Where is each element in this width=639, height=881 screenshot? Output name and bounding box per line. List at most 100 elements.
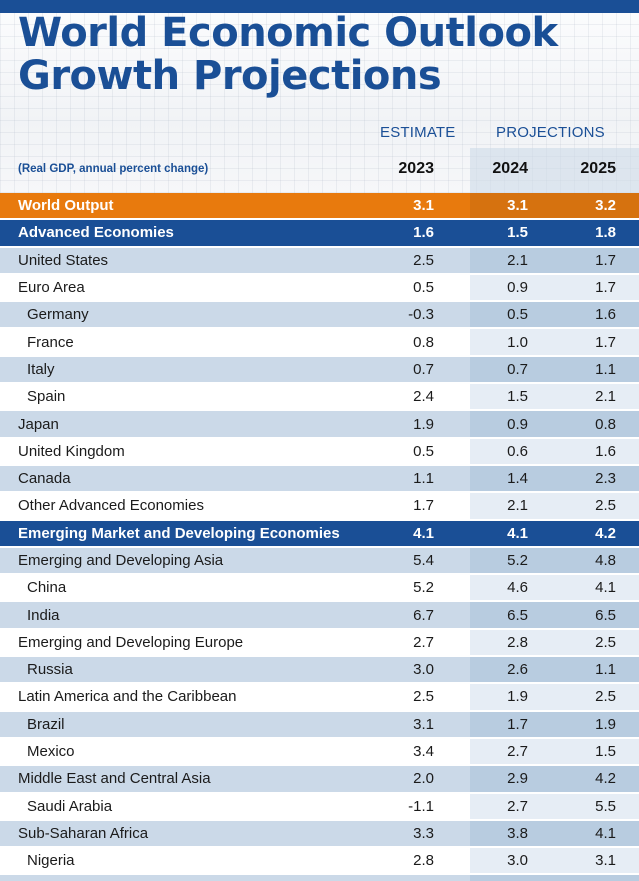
year-header-2023: 2023 <box>398 160 434 177</box>
row-label: Japan <box>18 415 59 433</box>
row-label: Canada <box>18 470 71 488</box>
value-2025: 4.2 <box>595 524 616 542</box>
projection-cell-shade <box>470 193 639 219</box>
value-2025: 4.1 <box>595 824 616 842</box>
row-label: Emerging Market and Developing Economies <box>18 524 340 542</box>
table-row: Sub-Saharan Africa 3.3 3.8 4.1 <box>0 820 639 847</box>
row-label: World Output <box>18 197 114 215</box>
row-label: Nigeria <box>27 852 75 870</box>
value-2024: 3.1 <box>507 197 528 215</box>
value-2025: 1.7 <box>595 251 616 269</box>
table-row: Russia 3.0 2.6 1.1 <box>0 657 639 683</box>
row-label: Other Advanced Economies <box>18 497 204 515</box>
value-2023: 2.5 <box>413 251 434 269</box>
value-2025: 2.5 <box>595 633 616 651</box>
projection-cell-shade <box>470 274 639 301</box>
table-row: Euro Area 0.5 0.9 1.7 <box>0 274 639 301</box>
value-2023: 1.7 <box>413 497 434 515</box>
value-2024: 3.8 <box>507 824 528 842</box>
title-line-1: World Economic Outlook <box>18 10 558 56</box>
row-label: India <box>27 606 60 624</box>
value-2024: 0.6 <box>507 442 528 460</box>
table-row: India 6.7 6.5 6.5 <box>0 602 639 628</box>
value-2023: 2.7 <box>413 633 434 651</box>
value-2024: 5.2 <box>507 552 528 569</box>
table-row: Italy 0.7 0.7 1.1 <box>0 356 639 383</box>
projection-cell-shade <box>470 356 639 383</box>
value-2023: 1.1 <box>413 470 434 488</box>
table-row-partial <box>0 875 639 881</box>
projection-cell-shade <box>470 738 639 765</box>
table-row: Brazil 3.1 1.7 1.9 <box>0 711 639 737</box>
projection-cell-shade <box>470 493 639 519</box>
value-2024: 2.8 <box>507 633 528 651</box>
value-2024: 0.9 <box>507 279 528 297</box>
row-label: Latin America and the Caribbean <box>18 688 237 706</box>
value-2023: 1.6 <box>413 224 434 242</box>
value-2025: 4.1 <box>595 579 616 597</box>
value-2024: 2.6 <box>507 661 528 679</box>
value-2025: 5.5 <box>595 797 616 815</box>
value-2023: 6.7 <box>413 606 434 624</box>
value-2023: 2.0 <box>413 770 434 788</box>
value-2023: -0.3 <box>408 306 434 324</box>
row-label: Emerging and Developing Europe <box>18 633 244 651</box>
projection-cell-shade <box>470 820 639 847</box>
value-2025: 4.2 <box>595 770 616 788</box>
value-2024: 4.1 <box>507 524 528 542</box>
value-2024: 1.5 <box>507 388 528 406</box>
value-2023: 0.5 <box>413 279 434 297</box>
table-row: Nigeria 2.8 3.0 3.1 <box>0 848 639 874</box>
projection-cell-shade <box>470 602 639 628</box>
row-label: Euro Area <box>18 279 85 297</box>
table-row: Advanced Economies 1.6 1.5 1.8 <box>0 220 639 246</box>
row-label: United Kingdom <box>18 442 125 460</box>
value-2024: 2.7 <box>507 797 528 815</box>
projection-cell-shade <box>470 711 639 737</box>
table-row: Spain 2.4 1.5 2.1 <box>0 384 639 410</box>
value-2025: 1.6 <box>595 442 616 460</box>
value-2025: 2.5 <box>595 497 616 515</box>
table-row: Middle East and Central Asia 2.0 2.9 4.2 <box>0 766 639 792</box>
value-2023: 2.8 <box>413 852 434 870</box>
value-2024: 1.0 <box>507 333 528 351</box>
value-2023: 3.3 <box>413 824 434 842</box>
value-2024: 1.4 <box>507 470 528 488</box>
estimate-label: ESTIMATE <box>380 124 456 141</box>
row-label: Middle East and Central Asia <box>18 770 211 788</box>
top-accent-bar <box>0 0 639 13</box>
value-2025: 1.9 <box>595 715 616 733</box>
value-2025: 4.8 <box>595 552 616 569</box>
projection-cell-shade <box>470 520 639 546</box>
value-2025: 1.7 <box>595 279 616 297</box>
table-subtitle: (Real GDP, annual percent change) <box>18 163 209 175</box>
row-label: Advanced Economies <box>18 224 174 242</box>
row-label: Russia <box>27 661 73 679</box>
value-2024: 2.1 <box>507 497 528 515</box>
value-2025: 3.1 <box>595 852 616 870</box>
table-row: Emerging and Developing Asia 5.4 5.2 4.8 <box>0 547 639 574</box>
table-row: United States 2.5 2.1 1.7 <box>0 247 639 273</box>
projection-cell-shade <box>470 329 639 355</box>
table-row: Latin America and the Caribbean 2.5 1.9 2.5 <box>0 684 639 710</box>
value-2024: 4.6 <box>507 579 528 597</box>
value-2024: 1.5 <box>507 224 528 242</box>
value-2025: 2.3 <box>595 470 616 488</box>
value-2025: 6.5 <box>595 606 616 624</box>
projections-header-shade <box>470 148 639 193</box>
projections-label: PROJECTIONS <box>496 124 605 141</box>
value-2024: 2.7 <box>507 743 528 761</box>
table-row: United Kingdom 0.5 0.6 1.6 <box>0 438 639 464</box>
projection-cell-shade <box>470 657 639 683</box>
value-2023: 3.1 <box>413 197 434 215</box>
page-title: World Economic Outlook Growth Projection… <box>18 12 558 98</box>
table-row: China 5.2 4.6 4.1 <box>0 575 639 601</box>
title-line-2: Growth Projections <box>18 53 442 99</box>
table-row: Canada 1.1 1.4 2.3 <box>0 465 639 492</box>
value-2023: 0.8 <box>413 333 434 351</box>
table-row: Emerging and Developing Europe 2.7 2.8 2.5 <box>0 629 639 656</box>
value-2025: 0.8 <box>595 415 616 433</box>
value-2024: 3.0 <box>507 852 528 870</box>
value-2024: 0.5 <box>507 306 528 324</box>
projection-cell-shade <box>470 411 639 437</box>
